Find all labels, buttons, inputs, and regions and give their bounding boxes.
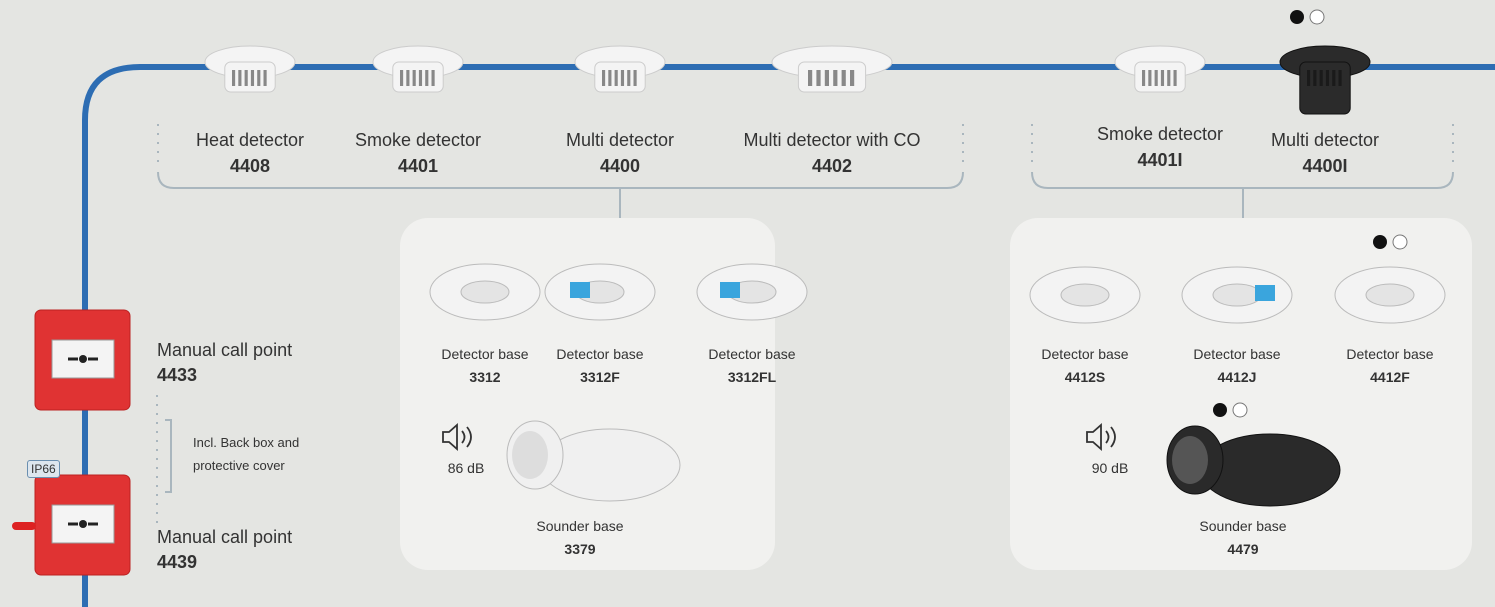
call-point-dot [79,355,87,363]
sounder-name: Sounder base [1199,518,1286,534]
detector-grille [419,70,422,86]
base-terminal [1255,285,1275,301]
detector-grille [245,70,248,86]
call-point-name: Manual call point [157,340,292,361]
call-point-code: 4439 [157,552,197,573]
detector-grille [602,70,605,86]
base-image [461,281,509,303]
detector-grille [400,70,403,86]
base-code: 4412F [1370,369,1410,385]
base-code: 3312 [469,369,500,385]
detector-name: Multi detector [566,130,674,151]
detector-grille [1307,70,1310,86]
detector-image [1300,62,1350,114]
base-name: Detector base [1346,346,1433,362]
detector-grille [1326,70,1329,86]
detector-grille [1320,70,1323,86]
detector-grille [1142,70,1145,86]
base-name: Detector base [708,346,795,362]
call-point-plug [12,522,36,530]
call-point-code: 4433 [157,365,197,386]
base-code: 4412S [1065,369,1105,385]
detector-grille [816,70,820,86]
detector-name: Multi detector [1271,130,1379,151]
color-dot [1290,10,1304,24]
detector-grille [1339,70,1342,86]
base-terminal [570,282,590,298]
detector-code: 4400I [1302,156,1347,177]
detector-grille [1174,70,1177,86]
sounder-code: 4479 [1227,541,1258,557]
detector-grille [232,70,235,86]
diagram-graphics [0,0,1495,607]
detector-grille [621,70,624,86]
detector-name: Multi detector with CO [743,130,920,151]
base-code: 3312FL [728,369,776,385]
base-image [1061,284,1109,306]
detector-grille [1155,70,1158,86]
base-code: 4412J [1218,369,1257,385]
detector-grille [608,70,611,86]
base-code: 3312F [580,369,620,385]
base-name: Detector base [1193,346,1280,362]
detector-code: 4400 [600,156,640,177]
note-bracket [165,420,171,492]
detector-code: 4402 [812,156,852,177]
sounder-grille [512,431,548,479]
call-point-name: Manual call point [157,527,292,548]
bracket [1032,172,1453,188]
detector-grille [808,70,812,86]
base-image [1366,284,1414,306]
detector-name: Heat detector [196,130,304,151]
base-name: Detector base [441,346,528,362]
sounder-code: 3379 [564,541,595,557]
base-image [1213,284,1261,306]
detector-grille [842,70,846,86]
detector-grille [432,70,435,86]
ip-badge: IP66 [27,460,60,478]
detector-grille [1313,70,1316,86]
detector-grille [1167,70,1170,86]
color-dot [1213,403,1227,417]
detector-grille [1161,70,1164,86]
detector-grille [627,70,630,86]
detector-name: Smoke detector [355,130,481,151]
color-dot [1373,235,1387,249]
base-terminal [720,282,740,298]
detector-grille [425,70,428,86]
detector-grille [1332,70,1335,86]
detector-grille [850,70,854,86]
detector-name: Smoke detector [1097,124,1223,145]
detector-grille [833,70,837,86]
detector-code: 4401I [1137,150,1182,171]
detector-grille [406,70,409,86]
sound-level: 90 dB [1092,460,1129,476]
detector-grille [251,70,254,86]
detector-grille [257,70,260,86]
detector-grille [264,70,267,86]
sound-level: 86 dB [448,460,485,476]
color-dot [1393,235,1407,249]
base-name: Detector base [1041,346,1128,362]
product-overview: Heat detector 4408 Smoke detector 4401 Multi… [0,0,1495,607]
detector-grille [825,70,829,86]
detector-grille [615,70,618,86]
detector-grille [1148,70,1151,86]
color-dot [1233,403,1247,417]
call-point-note: Incl. Back box and protective cover [193,431,318,477]
sounder-grille [1172,436,1208,484]
detector-grille [413,70,416,86]
sounder-name: Sounder base [536,518,623,534]
detector-code: 4408 [230,156,270,177]
color-dot [1310,10,1324,24]
base-name: Detector base [556,346,643,362]
detector-grille [238,70,241,86]
detector-grille [634,70,637,86]
call-point-dot [79,520,87,528]
detector-code: 4401 [398,156,438,177]
